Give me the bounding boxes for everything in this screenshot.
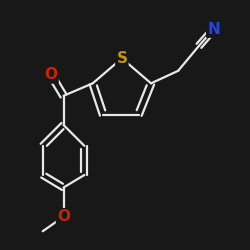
Text: S: S (116, 51, 128, 66)
Text: O: O (57, 209, 70, 224)
Text: O: O (44, 68, 58, 82)
Text: N: N (207, 22, 220, 37)
